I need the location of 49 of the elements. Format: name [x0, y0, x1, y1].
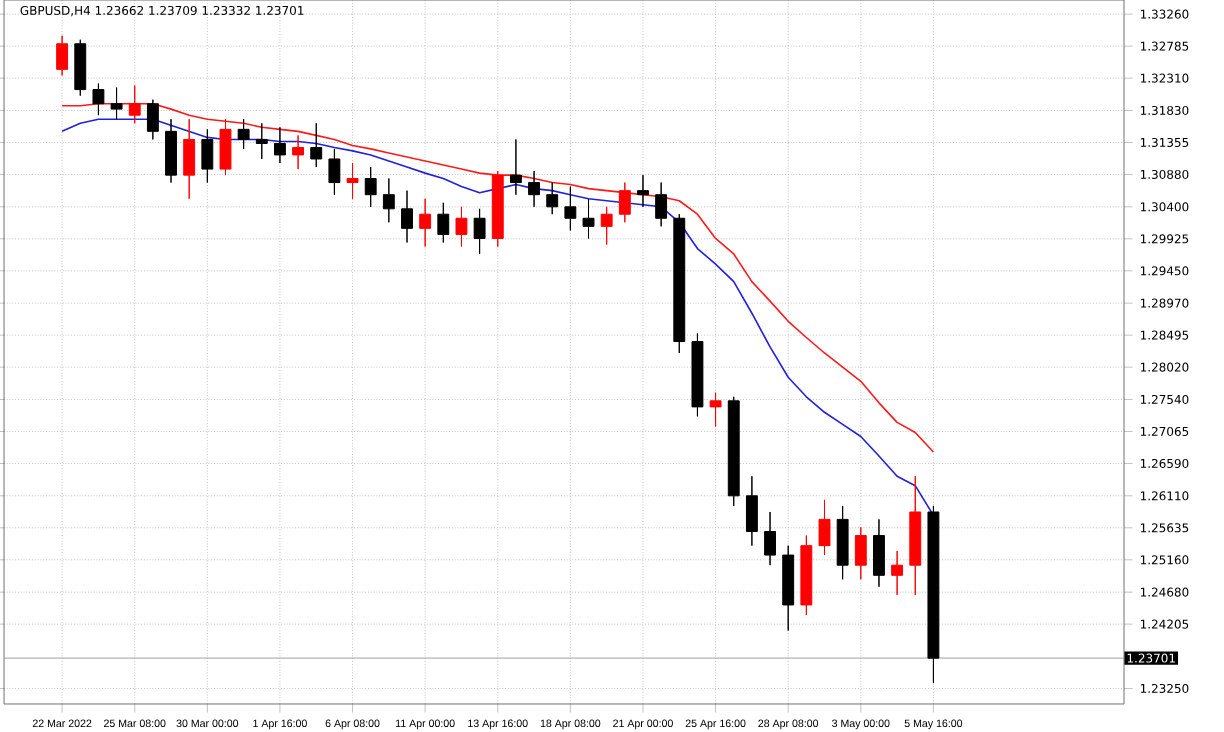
candlestick	[364, 166, 377, 208]
candlestick	[165, 118, 177, 184]
candlestick	[564, 186, 577, 231]
candlestick	[854, 526, 867, 580]
candlestick	[92, 83, 105, 116]
candlestick	[546, 182, 559, 215]
candlestick	[56, 35, 69, 76]
candlestick	[800, 535, 813, 616]
candlestick	[491, 170, 504, 248]
candlestick	[927, 505, 940, 684]
candlestick	[455, 206, 468, 248]
candlestick	[146, 99, 159, 140]
candlestick	[183, 118, 196, 200]
candlestick	[873, 518, 885, 588]
candlestick	[310, 122, 323, 168]
candlestick	[219, 118, 232, 176]
candlestick	[273, 126, 286, 164]
candlestick	[891, 550, 904, 596]
candlestick	[691, 332, 704, 417]
candlestick	[473, 208, 486, 255]
candlestick	[818, 499, 831, 556]
candlestick	[346, 162, 359, 200]
candlestick	[437, 202, 450, 244]
candlestick	[74, 39, 87, 97]
candlestick	[655, 182, 668, 227]
candlestick	[618, 182, 631, 223]
candlestick	[637, 174, 649, 208]
candlestick	[128, 85, 141, 124]
candlestick	[401, 190, 413, 244]
candlestick	[419, 198, 432, 248]
candlestick	[292, 134, 305, 170]
candlestick	[528, 170, 541, 208]
candlestick	[255, 122, 268, 160]
candlestick	[110, 87, 123, 120]
candlestick	[709, 392, 722, 427]
candlestick	[237, 118, 250, 150]
candlestick	[382, 178, 395, 223]
candlestick	[582, 198, 595, 239]
candlestick	[673, 213, 686, 354]
candlestick	[600, 206, 613, 246]
candlestick	[836, 505, 849, 580]
candlestick	[764, 511, 776, 566]
candlestick	[201, 128, 214, 184]
candlestick	[909, 475, 922, 596]
candlestick	[782, 545, 795, 632]
candlestick	[509, 138, 522, 196]
candlestick	[727, 396, 740, 507]
candlestick	[745, 475, 758, 547]
candlestick	[328, 148, 341, 196]
